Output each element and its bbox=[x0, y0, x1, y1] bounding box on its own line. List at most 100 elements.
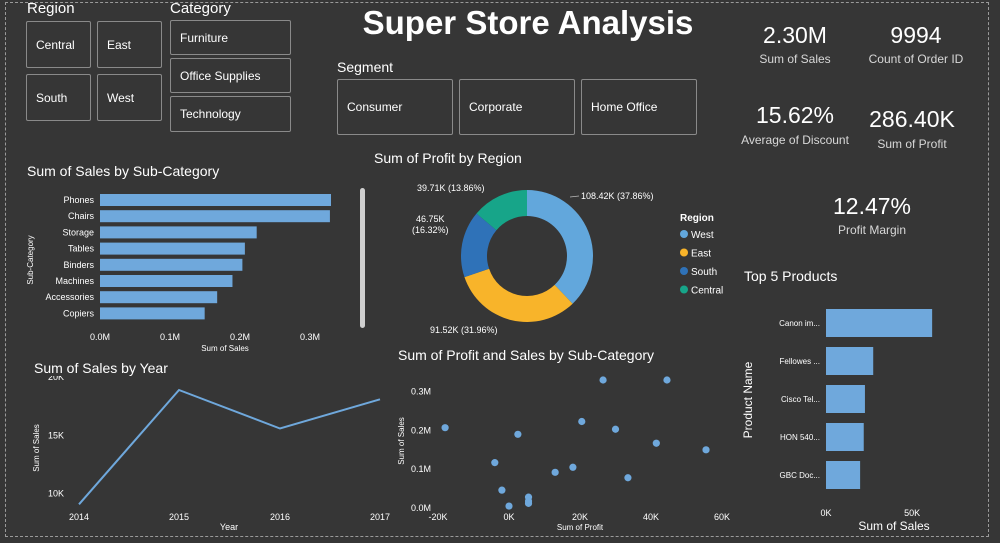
x-tick-label: 0.1M bbox=[160, 332, 180, 342]
data-label-south-pct: (16.32%) bbox=[412, 225, 449, 235]
scatter-point-15 bbox=[663, 376, 671, 384]
x-axis-label: Year bbox=[220, 522, 238, 532]
product-label: GBC Doc... bbox=[780, 471, 820, 480]
region-chart-title: Sum of Profit by Region bbox=[374, 150, 522, 166]
subcategory-chart-title: Sum of Sales by Sub-Category bbox=[27, 163, 220, 179]
scatter-point-10 bbox=[578, 417, 586, 426]
category-label: Accessories bbox=[45, 292, 94, 302]
kpi-orders-value: 9994 bbox=[890, 22, 942, 48]
bar-binders bbox=[100, 258, 243, 271]
x-tick-label: 2015 bbox=[169, 512, 189, 522]
product-bar-3 bbox=[826, 423, 864, 451]
data-label-south: 46.75K bbox=[416, 214, 445, 224]
kpi-sales-value: 2.30M bbox=[763, 22, 827, 48]
y-axis-label: Sub-Category bbox=[26, 235, 35, 284]
x-axis-label: Sum of Profit bbox=[557, 523, 604, 532]
category-slicer-title: Category bbox=[170, 0, 231, 17]
region-slicer-title: Region bbox=[27, 0, 75, 17]
bar-storage bbox=[100, 226, 257, 239]
sales-by-subcategory-chart: Phones Chairs Storage Tables Binders Machines… bbox=[26, 194, 332, 353]
category-option-office-supplies[interactable]: Office Supplies bbox=[170, 58, 291, 93]
segment-slicer-title: Segment bbox=[337, 59, 394, 75]
kpi-margin-value: 12.47% bbox=[832, 193, 911, 219]
scatter-point-11 bbox=[599, 376, 607, 384]
y-tick-label: 10K bbox=[48, 489, 64, 499]
x-tick-label: 2017 bbox=[370, 512, 390, 522]
legend-marker-west bbox=[680, 230, 688, 238]
category-label: Storage bbox=[62, 227, 94, 237]
bar-tables bbox=[100, 242, 245, 255]
scatter-point-0 bbox=[441, 424, 449, 432]
product-bar-1 bbox=[826, 347, 874, 375]
category-option-technology[interactable]: Technology bbox=[170, 96, 291, 132]
page-title: Super Store Analysis bbox=[362, 4, 694, 41]
product-label: Canon im... bbox=[779, 319, 820, 328]
category-label: Binders bbox=[63, 260, 94, 270]
leader-line-west bbox=[569, 195, 580, 198]
legend-marker-central bbox=[680, 285, 688, 294]
x-tick-label: 0.2M bbox=[230, 332, 250, 342]
data-label-central: 39.71K (13.86%) bbox=[417, 183, 485, 193]
scatter-point-14 bbox=[652, 439, 660, 447]
x-tick-label: 0K bbox=[503, 512, 514, 522]
region-option-east[interactable]: East bbox=[97, 21, 162, 68]
y-tick-label: 0.2M bbox=[411, 425, 431, 435]
dashboard-frame bbox=[5, 2, 989, 537]
kpi-orders-label: Count of Order ID bbox=[868, 52, 964, 66]
kpi-profit-value: 286.40K bbox=[869, 106, 955, 132]
x-tick-label: 40K bbox=[643, 512, 659, 522]
category-label: Phones bbox=[63, 195, 94, 205]
scatter-point-13 bbox=[624, 474, 632, 482]
category-label: Copiers bbox=[63, 308, 95, 318]
legend-label-central: Central bbox=[691, 286, 723, 297]
legend-label-south: South bbox=[691, 267, 717, 278]
x-tick-label: 0.0M bbox=[90, 332, 110, 342]
chart-scrollbar[interactable] bbox=[360, 188, 365, 328]
legend-marker-south bbox=[680, 267, 688, 275]
profit-by-region-chart: 108.42K (37.86%) 91.52K (31.96%) 46.75K(16… bbox=[412, 183, 723, 335]
category-label: Machines bbox=[55, 276, 94, 286]
bar-phones bbox=[100, 194, 332, 206]
product-label: Cisco Tel... bbox=[781, 395, 820, 404]
scatter-point-12 bbox=[611, 425, 620, 433]
scatter-point-7 bbox=[524, 499, 533, 507]
scatter-chart-title: Sum of Profit and Sales by Sub-Category bbox=[398, 347, 655, 363]
region-option-south[interactable]: South bbox=[26, 74, 91, 121]
kpi-margin-label: Profit Margin bbox=[837, 223, 907, 237]
top5-chart-title: Top 5 Products bbox=[744, 268, 838, 284]
year-chart-title: Sum of Sales by Year bbox=[34, 360, 168, 376]
x-tick-label: 0.3M bbox=[300, 332, 320, 342]
y-tick-label: 0.3M bbox=[411, 387, 431, 397]
product-bar-0 bbox=[826, 309, 933, 337]
x-axis-label: Sum of Sales bbox=[201, 344, 249, 353]
sales-line bbox=[78, 388, 381, 505]
y-axis-label: Sum of Sales bbox=[32, 424, 41, 472]
y-axis-label: Sum of Sales bbox=[397, 417, 406, 465]
slice-east bbox=[464, 268, 573, 322]
bar-machines bbox=[100, 275, 233, 287]
kpi-discount-label: Average of Discount bbox=[741, 133, 849, 147]
segment-option-consumer[interactable]: Consumer bbox=[337, 79, 453, 135]
data-label-east: 91.52K (31.96%) bbox=[430, 325, 498, 335]
profit-sales-scatter-chart: 0.0M 0.1M 0.2M 0.3M -20K 0K 20K 40K 60K Sum of Pr… bbox=[397, 376, 730, 532]
product-label: Fellowes ... bbox=[780, 357, 820, 366]
bar-copiers bbox=[100, 307, 205, 320]
category-option-furniture[interactable]: Furniture bbox=[170, 20, 291, 55]
region-option-west[interactable]: West bbox=[97, 74, 162, 121]
x-tick-label: 2014 bbox=[69, 512, 89, 522]
segment-option-home-office[interactable]: Home Office bbox=[581, 79, 697, 135]
kpi-discount-value: 15.62% bbox=[755, 102, 834, 128]
x-tick-label: 2016 bbox=[270, 512, 290, 522]
y-axis-label: Product Name bbox=[741, 361, 755, 438]
category-label: Tables bbox=[68, 244, 95, 254]
product-label: HON 540... bbox=[780, 433, 820, 442]
bar-accessories bbox=[100, 291, 218, 304]
bar-chairs bbox=[100, 210, 330, 223]
x-axis-label: Sum of Sales bbox=[858, 519, 929, 533]
y-tick-label: 0.1M bbox=[411, 464, 431, 474]
scatter-point-4 bbox=[514, 430, 522, 438]
region-option-central[interactable]: Central bbox=[26, 21, 91, 68]
segment-option-corporate[interactable]: Corporate bbox=[459, 79, 575, 135]
top5-products-chart: Canon im... Fellowes ... Cisco Tel... HON 5… bbox=[741, 309, 933, 533]
legend-marker-east bbox=[680, 248, 688, 257]
